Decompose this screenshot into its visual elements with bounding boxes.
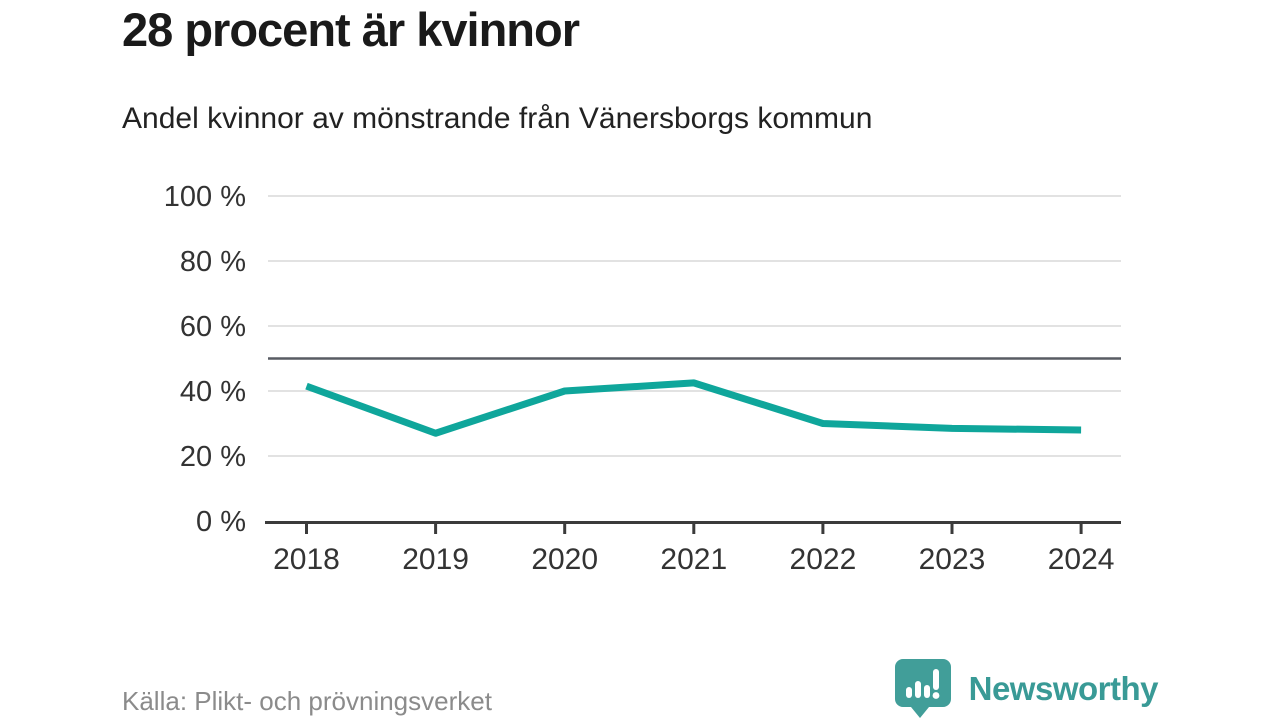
y-tick-label: 80 % xyxy=(180,246,246,278)
brand-footer: Newsworthy xyxy=(894,659,1159,718)
x-tick-label: 2024 xyxy=(1048,543,1115,576)
x-tick-label: 2022 xyxy=(790,543,857,576)
newsworthy-logo-icon xyxy=(894,659,951,718)
y-tick-label: 0 % xyxy=(196,506,246,538)
line-chart: 0 % 20 % 40 % 60 % 80 % 100 % 2018 2019 2020 2021… xyxy=(164,181,1121,576)
x-tick-label: 2018 xyxy=(273,543,340,576)
y-tick-label: 60 % xyxy=(180,311,246,343)
x-tick-label: 2021 xyxy=(660,543,727,576)
x-tick-label: 2023 xyxy=(919,543,986,576)
chart-subtitle: Andel kvinnor av mönstrande från Vänersb… xyxy=(122,102,873,135)
data-line-andel-kvinnor xyxy=(305,379,1082,437)
y-tick-label: 100 % xyxy=(164,181,246,213)
x-tick-label: 2020 xyxy=(531,543,598,576)
y-tick-label: 40 % xyxy=(180,376,246,408)
brand-wordmark: Newsworthy xyxy=(968,670,1159,707)
chart-title: 28 procent är kvinnor xyxy=(122,3,580,56)
source-note: Källa: Plikt- och prövningsverket xyxy=(122,686,492,716)
y-tick-label: 20 % xyxy=(180,441,246,473)
x-tick-label: 2019 xyxy=(402,543,469,576)
